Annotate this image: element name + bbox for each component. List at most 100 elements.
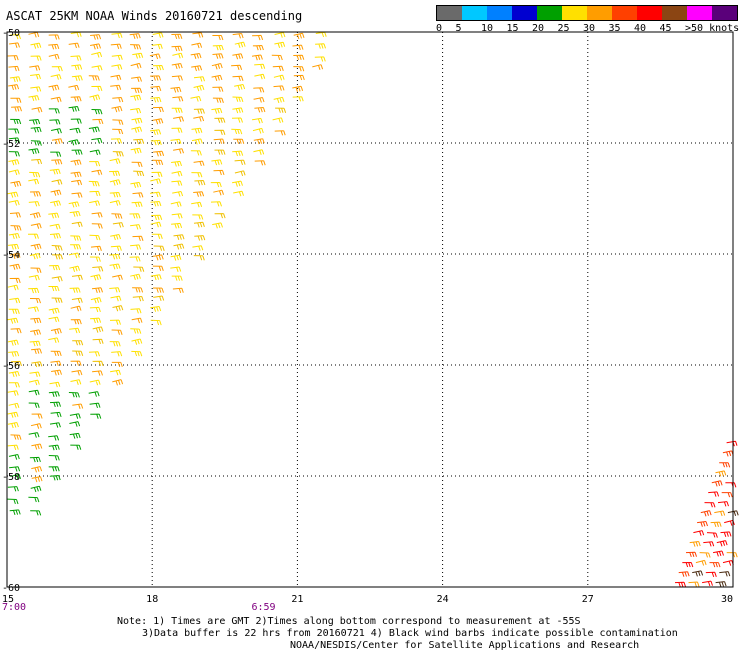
wind-barb [131,350,143,357]
wind-barb [27,233,39,239]
wind-barb [194,180,206,186]
wind-barb [273,85,285,91]
wind-barb [49,223,61,230]
wind-barb [68,42,80,49]
wind-barb [272,117,284,124]
lon-tick-label: 24 [437,594,449,605]
wind-barb [191,127,203,134]
wind-barb [253,138,265,145]
wind-barb [129,213,141,219]
wind-barb [231,64,243,71]
wind-barb [48,34,60,40]
wind-barb [9,263,21,270]
wind-barb [7,191,19,198]
wind-barb [213,189,224,196]
wind-barb [30,126,42,133]
wind-barb [90,43,101,50]
wind-barb [152,32,164,38]
wind-barb [705,571,717,578]
wind-barb [150,178,162,185]
wind-barb [214,117,226,123]
wind-barb [153,150,165,157]
wind-barb [7,498,19,505]
wind-barb [50,328,62,335]
wind-barb [50,96,62,103]
wind-barb [231,117,243,123]
wind-barb [133,170,145,177]
wind-barb [109,319,121,325]
wind-barb [714,510,726,517]
wind-barb [112,151,124,157]
wind-barb [132,296,144,302]
wind-barb [111,54,123,61]
wind-barb [272,65,284,72]
wind-barb [292,44,304,51]
wind-barb [30,423,42,429]
wind-barb [70,305,82,312]
wind-barb [8,169,20,176]
wind-barb [193,221,205,228]
time-label: 6:59 [251,602,275,613]
wind-barb [152,265,164,271]
legend-label: 40 [634,23,647,34]
map-frame [6,31,734,588]
wind-barb [150,274,162,281]
wind-barb [130,108,142,114]
wind-barb [131,87,143,94]
wind-barb [68,84,80,91]
wind-barb [50,350,62,357]
wind-barb [70,159,82,166]
wind-barb [70,360,82,366]
wind-barb [171,75,183,81]
wind-barb [274,41,286,48]
wind-barb [190,53,202,59]
wind-barb [8,402,20,409]
lat-tick-label: -52 [2,139,20,150]
wind-barb [312,64,324,70]
wind-barb [150,129,162,136]
wind-barb [715,470,727,477]
wind-barb [48,337,60,344]
wind-barb [31,107,43,113]
wind-barb [30,267,42,273]
legend-label: 20 [532,23,545,34]
wind-barb [254,160,266,166]
wind-barb [252,127,264,134]
legend-label: 25 [557,23,570,34]
wind-barb [48,84,60,91]
wind-barb [315,43,326,49]
wind-barb [719,462,731,468]
wind-barb [49,401,61,408]
legend-swatch [712,6,737,20]
wind-barb [674,581,686,588]
wind-barb [111,361,123,368]
wind-barb [48,286,60,292]
lon-tick-label: 27 [582,594,594,605]
lon-tick-label: 30 [721,594,733,605]
wind-barb [51,276,63,282]
wind-barb [91,85,103,92]
wind-barb [214,149,226,155]
wind-barb [131,126,143,133]
wind-barb [28,274,40,281]
wind-barb [132,192,144,198]
wind-barb [89,161,101,167]
wind-barb [30,243,42,250]
wind-barb [71,179,83,186]
wind-barb [109,158,121,165]
wind-barb [231,128,243,135]
wind-barb [28,95,40,102]
legend-label: >50 knots [685,23,740,34]
wind-barb [91,169,103,176]
wind-barb [150,85,162,92]
wind-barb [91,223,103,229]
wind-barb [710,521,722,528]
wind-barb [49,119,61,125]
wind-barb [30,317,42,324]
wind-barb [726,440,738,447]
wind-barb [193,84,205,92]
wind-barb [49,475,61,481]
wind-barb [111,64,123,70]
wind-barb [171,180,183,186]
wind-barb [212,45,224,51]
